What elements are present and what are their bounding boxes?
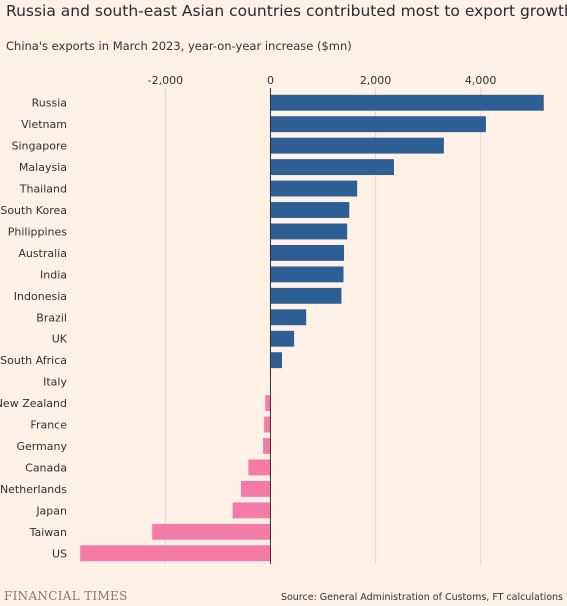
bar-philippines	[270, 223, 348, 240]
category-label: New Zealand	[0, 397, 67, 410]
category-label: France	[30, 419, 67, 432]
x-tick-label: 0	[267, 74, 274, 87]
category-label: Taiwan	[29, 526, 67, 539]
bar-germany	[263, 438, 271, 454]
x-tick-label: 4,000	[465, 74, 497, 87]
bar-us	[80, 545, 271, 562]
bar-brazil	[270, 309, 307, 326]
chart-title: Russia and south-east Asian countries co…	[6, 2, 567, 20]
bar-new-zealand	[265, 395, 271, 412]
bar-japan	[232, 502, 271, 519]
bar-uk	[270, 330, 295, 347]
category-label: Netherlands	[0, 483, 67, 496]
x-tick-label: -2,000	[148, 74, 183, 87]
bar-vietnam	[270, 116, 486, 133]
bar-netherlands	[241, 480, 271, 497]
category-label: Italy	[43, 376, 67, 389]
bar-singapore	[270, 137, 444, 154]
category-label: Singapore	[12, 140, 68, 153]
category-label: Philippines	[8, 225, 68, 238]
category-label: Thailand	[19, 183, 67, 196]
bar-france	[264, 416, 271, 433]
bar-thailand	[270, 180, 358, 197]
category-label: UK	[52, 333, 68, 346]
bar-chart: -2,000 0 2,000 4,000 Russia Vietnam Singapore…	[0, 74, 544, 564]
category-label: South Africa	[0, 354, 67, 367]
category-label: Brazil	[36, 311, 67, 324]
bars	[80, 94, 544, 562]
bar-south-korea	[270, 202, 350, 218]
bar-russia	[270, 94, 544, 111]
category-label: South Korea	[0, 204, 67, 217]
bar-canada	[248, 459, 271, 476]
category-label: Russia	[32, 97, 67, 110]
category-label: Malaysia	[19, 161, 67, 174]
category-label: Canada	[25, 461, 67, 474]
bar-malaysia	[270, 159, 394, 176]
x-tick-label: 2,000	[360, 74, 392, 87]
category-label: Japan	[35, 504, 67, 517]
bar-south-africa	[270, 352, 283, 369]
category-label: Indonesia	[14, 290, 67, 303]
bar-taiwan	[152, 523, 271, 540]
x-axis-ticks: -2,000 0 2,000 4,000	[148, 74, 497, 87]
ft-logo: FINANCIAL TIMES	[4, 589, 128, 603]
bar-india	[270, 266, 344, 283]
source-note: Source: General Administration of Custom…	[280, 592, 563, 603]
category-label: Vietnam	[21, 118, 67, 131]
category-labels: Russia Vietnam Singapore Malaysia Thailand So…	[0, 97, 68, 561]
category-label: US	[52, 547, 67, 560]
bar-indonesia	[270, 287, 342, 304]
category-label: Australia	[18, 247, 67, 260]
bar-australia	[270, 244, 345, 261]
category-label: Germany	[16, 440, 67, 453]
category-label: India	[40, 268, 67, 281]
chart-subtitle: China's exports in March 2023, year-on-y…	[6, 39, 352, 53]
